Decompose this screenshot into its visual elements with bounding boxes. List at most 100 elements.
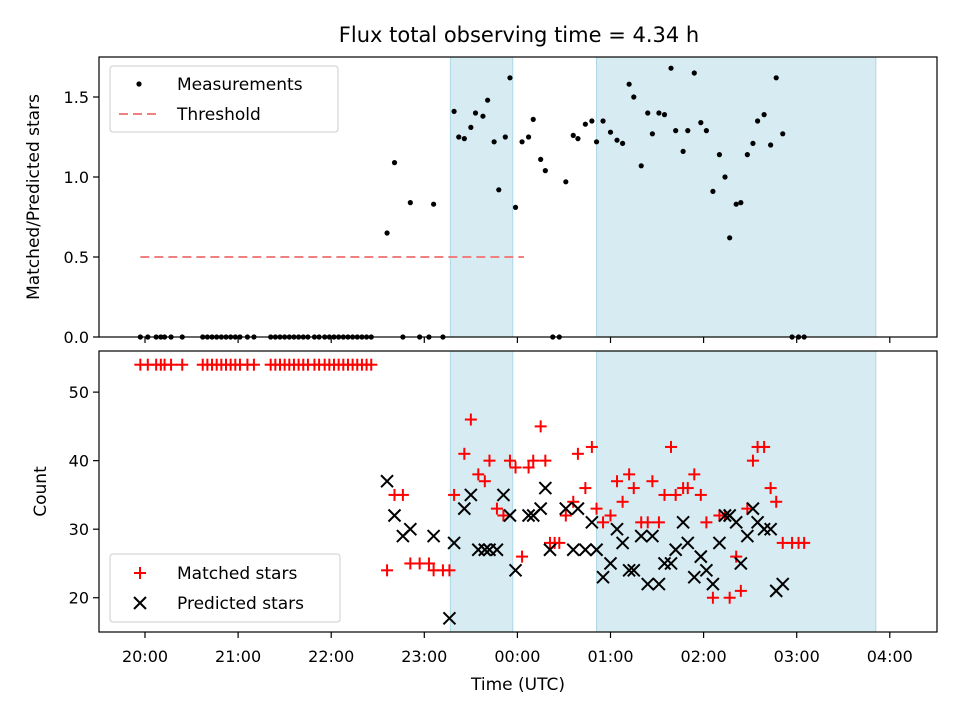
predicted-star-point	[694, 549, 708, 564]
measurement-point	[542, 168, 548, 174]
measurement-point	[502, 134, 508, 140]
observing-span-bottom-1	[596, 350, 877, 633]
xtick-label: 22:00	[308, 647, 354, 666]
predicted-star-point	[645, 529, 660, 543]
bottom-ytick-label: 30	[69, 520, 89, 539]
matched-star-point	[522, 461, 535, 474]
matched-star-point	[567, 495, 580, 508]
predicted-star-point	[478, 543, 492, 557]
matched-star-point	[597, 516, 610, 529]
measurement-point	[738, 200, 744, 206]
measurement-point	[582, 121, 588, 127]
matched-star-point	[509, 461, 522, 474]
measurement-point	[480, 113, 486, 119]
observing-span-top-0	[449, 56, 514, 338]
measurement-point	[761, 112, 767, 118]
bottom-ylabel: Count	[31, 466, 51, 517]
predicted-star-point	[559, 501, 573, 516]
matched-star-point	[503, 454, 516, 467]
matched-star-point	[571, 447, 584, 460]
measurement-point	[768, 142, 774, 148]
matched-star-point	[611, 475, 624, 488]
xtick-label: 03:00	[774, 647, 820, 666]
matched-star-point	[688, 468, 701, 481]
predicted-star-point	[615, 536, 630, 550]
matched-star-point	[604, 509, 617, 522]
top-axes: 0.0 0.5 1.0 1.5 Matched/Predicted stars Measu…	[24, 56, 938, 347]
top-ytick-label: 1.5	[64, 88, 89, 107]
measurement-point	[773, 75, 779, 81]
bottom-ytick-label: 40	[69, 452, 89, 471]
top-legend-box	[109, 65, 339, 133]
predicted-star-point	[687, 570, 701, 584]
matched-star-point	[758, 440, 771, 453]
xtick-label: 01:00	[587, 647, 633, 666]
matched-star-point	[723, 591, 736, 604]
matched-star-point	[422, 557, 435, 570]
matched-star-point	[165, 358, 178, 371]
x-axis-label: Time (UTC)	[470, 675, 565, 695]
predicted-star-point	[681, 536, 695, 550]
xtick-label: 00:00	[494, 647, 540, 666]
measurement-point	[431, 201, 437, 207]
measurement-point	[645, 110, 651, 116]
measurement-point	[600, 118, 606, 124]
xtick-label: 23:00	[401, 647, 447, 666]
predicted-star-point	[578, 543, 593, 557]
measurement-point	[649, 131, 655, 137]
matched-star-point	[770, 495, 783, 508]
predicted-star-point	[746, 501, 760, 516]
measurement-point	[384, 230, 390, 236]
predicted-star-point	[676, 515, 690, 530]
observing-span-top-1	[596, 56, 877, 338]
predicted-star-point	[596, 570, 610, 584]
xtick-label: 21:00	[215, 647, 261, 666]
top-ytick-label: 0.0	[64, 328, 89, 347]
xtick-label: 04:00	[867, 647, 913, 666]
measurement-point	[485, 97, 491, 103]
measurement-point	[519, 139, 525, 145]
predicted-star-point	[533, 501, 548, 516]
measurement-point	[680, 148, 686, 154]
top-ytick-label: 1.0	[64, 168, 89, 187]
matched-star-point	[458, 447, 471, 460]
top-legend: Measurements Threshold	[109, 65, 339, 133]
measurement-point	[727, 235, 733, 241]
predicted-star-point	[585, 515, 599, 530]
predicted-star-point	[403, 522, 418, 536]
measurement-point	[451, 108, 457, 114]
measurement-point	[620, 140, 626, 146]
measurement-point	[593, 139, 600, 145]
predicted-star-point	[718, 508, 732, 523]
matched-star-point	[730, 550, 743, 563]
measurement-point	[685, 128, 691, 134]
matched-star-point	[553, 536, 566, 549]
measurement-point	[698, 120, 704, 126]
bottom-legend: Matched stars Predicted stars	[109, 553, 341, 623]
predicted-star-point	[734, 556, 748, 571]
matched-star-point	[365, 358, 378, 371]
matched-star-point	[490, 502, 503, 515]
predicted-star-point	[712, 536, 727, 550]
predicted-star-point	[763, 522, 778, 536]
matched-star-point	[448, 488, 461, 501]
matched-star-point	[396, 488, 409, 501]
matched-star-point	[478, 475, 491, 488]
matched-star-point	[746, 454, 759, 467]
matched-star-point	[627, 482, 640, 495]
matched-star-point	[700, 516, 713, 529]
matched-star-point	[681, 482, 694, 495]
measurement-point	[754, 118, 761, 124]
predicted-star-point	[538, 481, 553, 495]
matched-star-point	[527, 454, 540, 467]
measurement-point	[607, 129, 614, 135]
bottom-ytick-label: 50	[69, 383, 89, 402]
matched-star-point	[381, 564, 394, 577]
predicted-star-point	[657, 556, 672, 571]
measurement-point	[538, 156, 544, 162]
predicted-star-point	[571, 501, 585, 516]
predicted-star-point	[387, 508, 402, 523]
legend-measurement-marker	[136, 81, 142, 87]
predicted-star-point	[503, 508, 517, 523]
